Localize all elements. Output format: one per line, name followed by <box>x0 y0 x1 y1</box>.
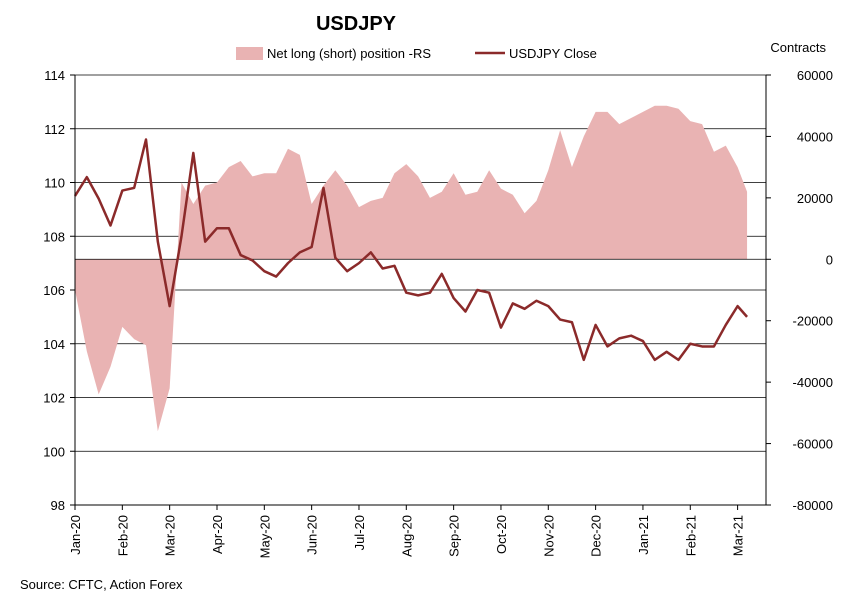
source-note: Source: CFTC, Action Forex <box>20 577 183 592</box>
x-tick-label: Sep-20 <box>447 515 462 557</box>
right-axis-title: Contracts <box>770 40 826 55</box>
chart-title: USDJPY <box>316 13 397 35</box>
left-tick-label: 104 <box>43 337 65 352</box>
x-tick-label: Nov-20 <box>541 515 556 557</box>
x-tick-label: Aug-20 <box>399 515 414 557</box>
net-position-area <box>75 105 748 432</box>
right-tick-label: 60000 <box>797 68 833 83</box>
left-axis-ticks: 98 100 102 104 106 108 110 112 114 <box>43 68 75 513</box>
x-tick-label: Feb-20 <box>115 515 130 556</box>
legend: Net long (short) position -RS USDJPY Clo… <box>236 46 597 61</box>
legend-area-swatch <box>236 47 263 60</box>
x-tick-label: Feb-21 <box>683 515 698 556</box>
x-tick-label: May-20 <box>257 515 272 558</box>
x-tick-label: Apr-20 <box>210 515 225 554</box>
right-tick-label: 40000 <box>797 129 833 144</box>
right-tick-label: -20000 <box>793 314 833 329</box>
right-tick-label: -60000 <box>793 437 833 452</box>
x-axis-ticks: Jan-20 Feb-20 Mar-20 Apr-20 May-20 Jun-20 Jul-… <box>68 505 746 558</box>
legend-line-label: USDJPY Close <box>509 46 597 61</box>
x-tick-label: Mar-21 <box>731 515 746 556</box>
x-tick-label: Jan-21 <box>636 515 651 555</box>
left-tick-label: 100 <box>43 444 65 459</box>
left-tick-label: 102 <box>43 391 65 406</box>
x-tick-label: Oct-20 <box>494 515 509 554</box>
x-tick-label: Jun-20 <box>305 515 320 555</box>
left-tick-label: 98 <box>51 498 65 513</box>
x-tick-label: Jul-20 <box>352 515 367 550</box>
left-tick-label: 106 <box>43 283 65 298</box>
left-tick-label: 110 <box>44 176 65 191</box>
legend-area-label: Net long (short) position -RS <box>267 46 431 61</box>
left-tick-label: 108 <box>43 229 65 244</box>
left-tick-label: 112 <box>44 122 65 137</box>
right-tick-label: -40000 <box>793 375 833 390</box>
left-tick-label: 114 <box>44 68 65 83</box>
x-tick-label: Dec-20 <box>589 515 604 557</box>
usdjpy-close-line <box>73 138 749 362</box>
right-tick-label: -80000 <box>793 498 833 513</box>
x-tick-label: Mar-20 <box>163 515 178 556</box>
x-tick-label: Jan-20 <box>68 515 83 555</box>
right-tick-label: 20000 <box>797 191 833 206</box>
right-axis-ticks: -80000 -60000 -40000 -20000 0 20000 40000 60000 <box>766 68 833 513</box>
right-tick-label: 0 <box>826 252 833 267</box>
